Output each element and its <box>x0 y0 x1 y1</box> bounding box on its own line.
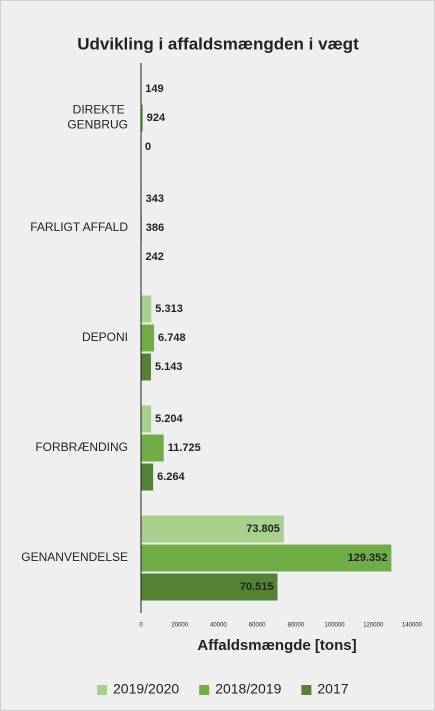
bar <box>141 295 152 323</box>
x-tick-label: 120000 <box>363 623 384 629</box>
data-label: 149 <box>145 83 163 95</box>
bar <box>141 104 143 132</box>
x-tick-label: 40000 <box>210 623 227 629</box>
data-label: 129.352 <box>348 552 388 564</box>
data-label: 11.725 <box>168 442 201 454</box>
data-label: 70.515 <box>240 581 274 593</box>
data-label: 6.264 <box>157 471 185 483</box>
data-label: 924 <box>147 112 166 124</box>
legend-swatch <box>97 685 107 695</box>
x-tick-label: 100000 <box>325 623 346 629</box>
x-tick-label: 80000 <box>288 623 305 629</box>
data-label: 242 <box>145 251 163 263</box>
y-tick-label: FORBRÆNDING <box>35 440 128 454</box>
data-label: 73.805 <box>246 523 280 535</box>
legend-swatch <box>301 685 312 695</box>
x-tick-label: 20000 <box>171 623 188 629</box>
data-label: 0 <box>145 141 151 153</box>
data-label: 5.313 <box>155 303 183 315</box>
x-axis-label: Affaldsmængde [tons] <box>197 637 356 654</box>
data-label: 5.204 <box>155 413 183 425</box>
bar <box>141 324 155 352</box>
x-tick-label: 60000 <box>249 623 266 629</box>
bar <box>141 463 154 491</box>
data-label: 5.143 <box>155 361 183 373</box>
data-label: 343 <box>146 193 164 205</box>
y-tick-label: DIREKTE GENBRUG <box>67 103 128 132</box>
x-tick-label: 0 <box>139 623 143 629</box>
legend-label: 2018/2019 <box>215 681 281 697</box>
bar <box>141 515 284 543</box>
legend-label: 2017 <box>317 681 348 697</box>
y-tick-label: FARLIGT AFFALD <box>30 220 128 234</box>
legend-swatch <box>199 685 210 695</box>
bar <box>141 353 151 381</box>
bar <box>141 434 164 462</box>
chart-title: Udvikling i affaldsmængden i vægt <box>77 34 359 53</box>
x-tick-label: 140000 <box>402 623 423 629</box>
y-tick-label: DEPONI <box>82 330 128 344</box>
data-label: 6.748 <box>158 332 186 344</box>
legend-label: 2019/2020 <box>113 681 179 697</box>
bar <box>141 544 392 572</box>
bar <box>141 573 278 601</box>
y-tick-label: GENANVENDELSE <box>21 550 128 564</box>
data-label: 386 <box>146 222 164 234</box>
bar <box>141 405 152 433</box>
